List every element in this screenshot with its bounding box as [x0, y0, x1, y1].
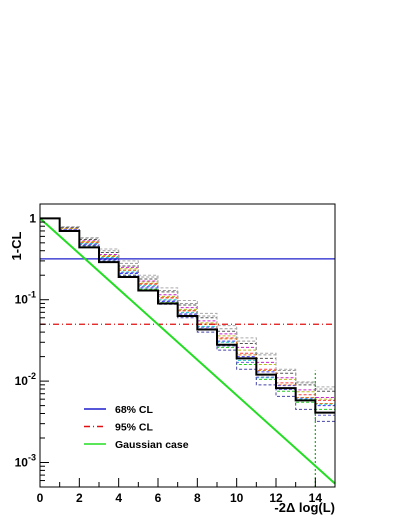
legend-label-3: Gaussian case	[115, 439, 189, 451]
toy-step-curve-5	[40, 217, 335, 398]
gaussian-case-line	[39, 217, 336, 485]
gaussian-case-curve	[39, 217, 336, 485]
toy-step-curves	[40, 217, 335, 422]
main-step-line	[40, 217, 335, 414]
x-axis-label: -2Δ log(L)	[274, 500, 335, 515]
toy-step-curve-11	[40, 217, 335, 388]
y-axis-label: 1-CL	[9, 231, 24, 260]
x-tick-label: 10	[230, 491, 244, 505]
x-tick-label: 0	[37, 491, 44, 505]
toy-step-curve-1	[40, 217, 335, 407]
x-tick-label: 6	[155, 491, 162, 505]
y-tick-label: 10-2	[15, 371, 36, 388]
legend-label-1: 68% CL	[115, 404, 154, 416]
plot-frame	[39, 203, 336, 488]
x-axis: 0 2 4 6 8 10 12 14	[37, 478, 336, 505]
toy-step-curve-2	[40, 217, 335, 401]
x-tick-label: 12	[269, 491, 283, 505]
toy-step-curve-8	[40, 217, 335, 392]
toy-step-curve-4	[40, 217, 335, 405]
y-tick-label: 10-1	[15, 290, 36, 307]
x-tick-label: 4	[115, 491, 122, 505]
x-tick-label: 2	[76, 491, 83, 505]
toy-step-curve-3	[40, 217, 335, 410]
toy-step-curve-12	[40, 217, 335, 416]
main-step-curve	[40, 217, 335, 414]
toy-step-curve-9	[40, 217, 335, 422]
legend-label-2: 95% CL	[115, 422, 154, 434]
y-tick-label: 1	[29, 211, 36, 225]
toy-step-curve-6	[40, 217, 335, 400]
reference-lines	[40, 258, 335, 487]
toy-step-curve-10	[40, 217, 335, 405]
y-tick-label: 10-3	[15, 452, 36, 469]
x-tick-label: 14	[309, 491, 323, 505]
legend: 68% CL 95% CL Gaussian case	[84, 404, 189, 451]
x-tick-label: 8	[194, 491, 201, 505]
toy-step-curve-7	[40, 217, 335, 390]
